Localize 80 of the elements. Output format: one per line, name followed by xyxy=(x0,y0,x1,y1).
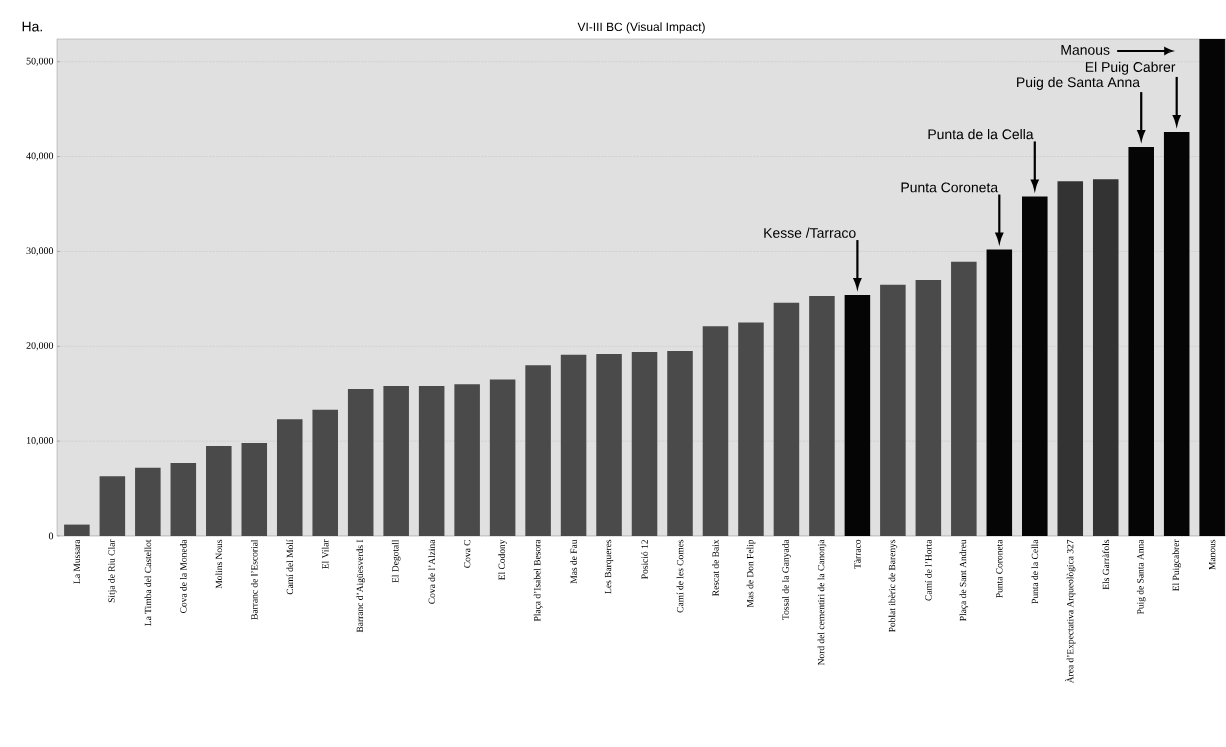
bar xyxy=(206,445,232,536)
bar xyxy=(312,409,338,536)
y-tick-label: 0 xyxy=(48,532,54,540)
y-tick-label: 20,000 xyxy=(26,342,54,351)
bar xyxy=(1163,131,1190,536)
x-tick-label: Les Barqueres xyxy=(604,539,614,594)
x-tick-label: Plaça de Sant Andreu xyxy=(959,539,969,621)
x-tick-label: El Codony xyxy=(498,539,507,580)
x-tick-label: El Vilar xyxy=(321,539,329,569)
x-tick-label: El Degotall xyxy=(391,539,401,583)
x-tick-label: Punta Coroneta xyxy=(996,539,1003,598)
x-tick-label: Cova de l’Alzina xyxy=(428,539,435,604)
bar xyxy=(347,388,374,536)
bar xyxy=(1199,38,1225,536)
y-tick-label: 30,000 xyxy=(26,247,54,256)
x-tick-label: Els Garràfols xyxy=(1102,539,1110,590)
bar xyxy=(1022,196,1048,536)
y-axis-title: Ha. xyxy=(22,21,42,32)
annotation: Manous xyxy=(1061,45,1110,55)
x-tick-label: Nord del cementiri de la Canonja xyxy=(817,539,827,666)
bar xyxy=(880,284,906,536)
bar xyxy=(135,467,161,536)
x-tick-label: Mas de Fau xyxy=(570,539,577,584)
x-tick-label: Manous xyxy=(1209,539,1216,570)
bar xyxy=(738,322,764,536)
annotation: Punta Coroneta xyxy=(901,182,999,193)
x-tick-label: Barranc de l’Escorial xyxy=(250,539,258,620)
x-tick-label: Cova de la Moneda xyxy=(179,539,187,613)
annotation: Puig de Santa Anna xyxy=(1017,76,1140,90)
x-tick-label: El Puigcabrer xyxy=(1172,539,1182,592)
bar xyxy=(241,443,268,536)
annotation: Kesse /Tarraco xyxy=(764,227,856,238)
x-tick-label: Camí de l’Horta xyxy=(925,539,932,601)
bar xyxy=(809,296,835,536)
bar xyxy=(454,384,480,536)
x-tick-label: Mas de Don Felip xyxy=(746,539,756,608)
annotation: Punta de la Cella xyxy=(928,128,1034,140)
x-tick-label: Camí de les Comes xyxy=(676,539,684,613)
bar xyxy=(64,524,90,536)
bar xyxy=(1128,147,1154,536)
x-tick-label: Plaça d’Isabel Besora xyxy=(533,539,543,622)
bar xyxy=(844,295,871,536)
bar xyxy=(596,353,622,536)
x-tick-label: Barranc d’Aigüesverds I xyxy=(356,539,366,633)
annotation: El Puig Cabrer xyxy=(1085,61,1176,75)
bar xyxy=(99,476,126,536)
x-tick-label: Rescat de Baix xyxy=(712,539,719,597)
chart-title: VI-III BC (Visual Impact) xyxy=(577,22,705,34)
bar xyxy=(276,419,303,536)
bar xyxy=(489,379,516,536)
y-tick-label: 50,000 xyxy=(26,57,54,66)
bar xyxy=(773,302,800,536)
x-tick-label: Camí del Molí xyxy=(286,539,294,595)
x-tick-label: La Mussara xyxy=(73,539,81,584)
x-tick-label: Cova C xyxy=(463,540,471,568)
x-tick-label: La Timba del Castellot xyxy=(144,539,152,626)
bar xyxy=(560,354,587,536)
x-tick-label: Puig de Santa Anna xyxy=(1136,539,1146,615)
bar xyxy=(1092,179,1119,536)
x-tick-label: Molins Nous xyxy=(215,539,223,589)
bar xyxy=(702,326,729,536)
bar xyxy=(525,365,551,536)
bar xyxy=(170,462,197,536)
x-tick-label: Àrea d’Expectativa Arqueològica 327 xyxy=(1065,539,1076,684)
bar xyxy=(986,249,1013,536)
bar xyxy=(915,279,942,536)
bar xyxy=(1057,181,1084,536)
bar xyxy=(418,386,445,536)
x-tick-label: Tossal de la Ganyada xyxy=(782,539,791,620)
x-tick-label: Punta de la Cella xyxy=(1031,539,1039,604)
x-tick-label: Posició 12 xyxy=(641,540,648,579)
x-tick-label: Sitja de Riu Clar xyxy=(108,539,117,603)
bar xyxy=(667,351,693,536)
bar xyxy=(951,261,977,536)
y-tick-label: 40,000 xyxy=(26,152,54,161)
x-tick-label: Poblat ibèric de Barenys xyxy=(888,539,898,633)
x-tick-label: Tàrraco xyxy=(854,539,861,569)
y-tick-label: 10,000 xyxy=(26,437,54,446)
bar xyxy=(383,386,409,536)
bar xyxy=(631,351,658,536)
